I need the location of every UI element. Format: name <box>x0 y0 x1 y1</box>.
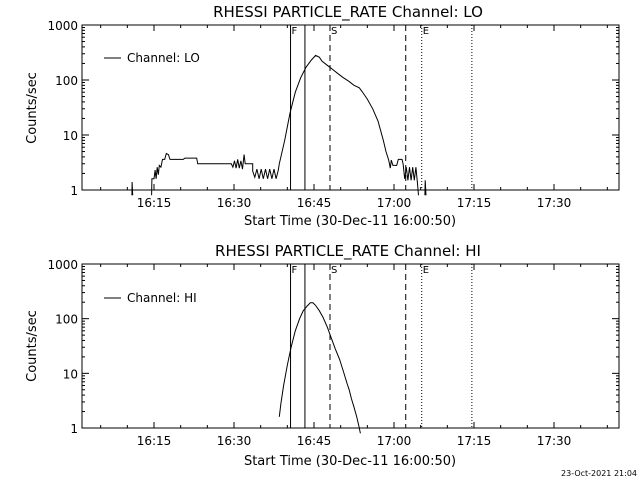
y-tick-label: 10 <box>63 129 78 143</box>
lo-channel-panel: RHESSI PARTICLE_RATE Channel: LO 16:15 16… <box>25 3 620 229</box>
y-tick-label: 10 <box>63 367 78 381</box>
y-tick-label: 1000 <box>47 258 78 272</box>
event-marker-label: S <box>331 26 337 37</box>
legend-label: Channel: HI <box>127 291 197 305</box>
chart-title: RHESSI PARTICLE_RATE Channel: LO <box>213 3 483 22</box>
y-tick-label: 1 <box>70 184 78 198</box>
axis-ticks: 16:15 16:30 16:45 17:00 17:15 17:30 1 10 100 1000 <box>47 258 619 448</box>
series-line <box>131 181 134 196</box>
event-marker-label: F <box>292 26 298 37</box>
x-tick-label: 16:30 <box>217 196 252 210</box>
y-tick-label: 100 <box>55 74 78 88</box>
x-tick-label: 17:30 <box>537 434 572 448</box>
data-series <box>131 54 427 196</box>
x-tick-label: 16:15 <box>137 196 172 210</box>
series-line <box>151 54 419 196</box>
event-marker-label: F <box>292 265 298 276</box>
data-series <box>278 302 361 434</box>
x-tick-label: 16:15 <box>137 434 172 448</box>
hi-channel-panel: RHESSI PARTICLE_RATE Channel: HI 16:15 16… <box>25 242 620 469</box>
event-marker-label: E <box>423 265 429 276</box>
x-tick-label: 17:00 <box>377 434 412 448</box>
x-axis-label: Start Time (30-Dec-11 16:00:50) <box>244 454 456 469</box>
x-axis-label: Start Time (30-Dec-11 16:00:50) <box>244 214 456 229</box>
y-tick-label: 100 <box>55 313 78 327</box>
plot-frame <box>81 24 620 191</box>
y-tick-label: 1000 <box>47 19 78 33</box>
x-tick-label: 16:45 <box>297 196 332 210</box>
x-tick-label: 17:15 <box>457 434 492 448</box>
plot-frame <box>81 263 620 429</box>
y-axis-label: Counts/sec <box>25 72 40 144</box>
legend-label: Channel: LO <box>127 51 200 65</box>
x-tick-label: 16:30 <box>217 434 252 448</box>
axis-ticks: 16:15 16:30 16:45 17:00 17:15 17:30 1 10 100 1000 <box>47 19 619 210</box>
x-tick-label: 17:15 <box>457 196 492 210</box>
event-marker-label: S <box>331 265 337 276</box>
x-tick-label: 16:45 <box>297 434 332 448</box>
y-axis-label: Counts/sec <box>25 310 40 382</box>
chart-title: RHESSI PARTICLE_RATE Channel: HI <box>215 242 481 261</box>
event-marker-label: E <box>423 26 429 37</box>
x-tick-label: 17:30 <box>537 196 572 210</box>
generation-timestamp: 23-Oct-2021 21:04 <box>561 469 637 478</box>
series-line <box>424 180 427 196</box>
series-line <box>278 302 361 434</box>
y-tick-label: 1 <box>70 422 78 436</box>
x-tick-label: 17:00 <box>377 196 412 210</box>
